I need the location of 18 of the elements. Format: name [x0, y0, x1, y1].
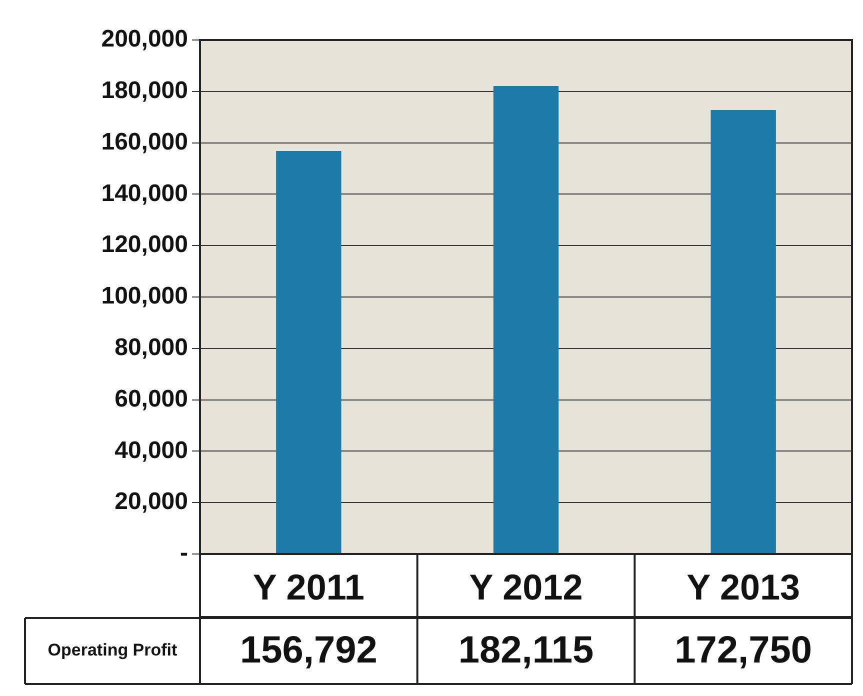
y-tick-label: 20,000: [114, 488, 188, 516]
text: Operating Profit: [48, 640, 178, 660]
data-label: 156,792: [240, 629, 378, 672]
data-label: 172,750: [674, 629, 812, 672]
y-tick-label: 180,000: [101, 77, 188, 104]
y-tick-label: 100,000: [101, 282, 188, 310]
x-tick-label: Y 2011: [252, 566, 364, 608]
y-tick-label: 160,000: [101, 128, 188, 156]
y-tick-label: 140,000: [101, 180, 188, 207]
x-tick-label: Y 2012: [469, 566, 583, 608]
y-tick-label: 40,000: [114, 436, 188, 464]
y-tick-label: -: [180, 540, 188, 567]
data-label: 182,115: [458, 629, 594, 672]
x-tick-label: Y 2013: [686, 566, 800, 608]
y-tick-label: 80,000: [114, 334, 188, 362]
y-tick-label: 60,000: [114, 385, 188, 412]
y-tick-label: 120,000: [101, 231, 188, 258]
y-tick-label: 200,000: [101, 26, 188, 53]
